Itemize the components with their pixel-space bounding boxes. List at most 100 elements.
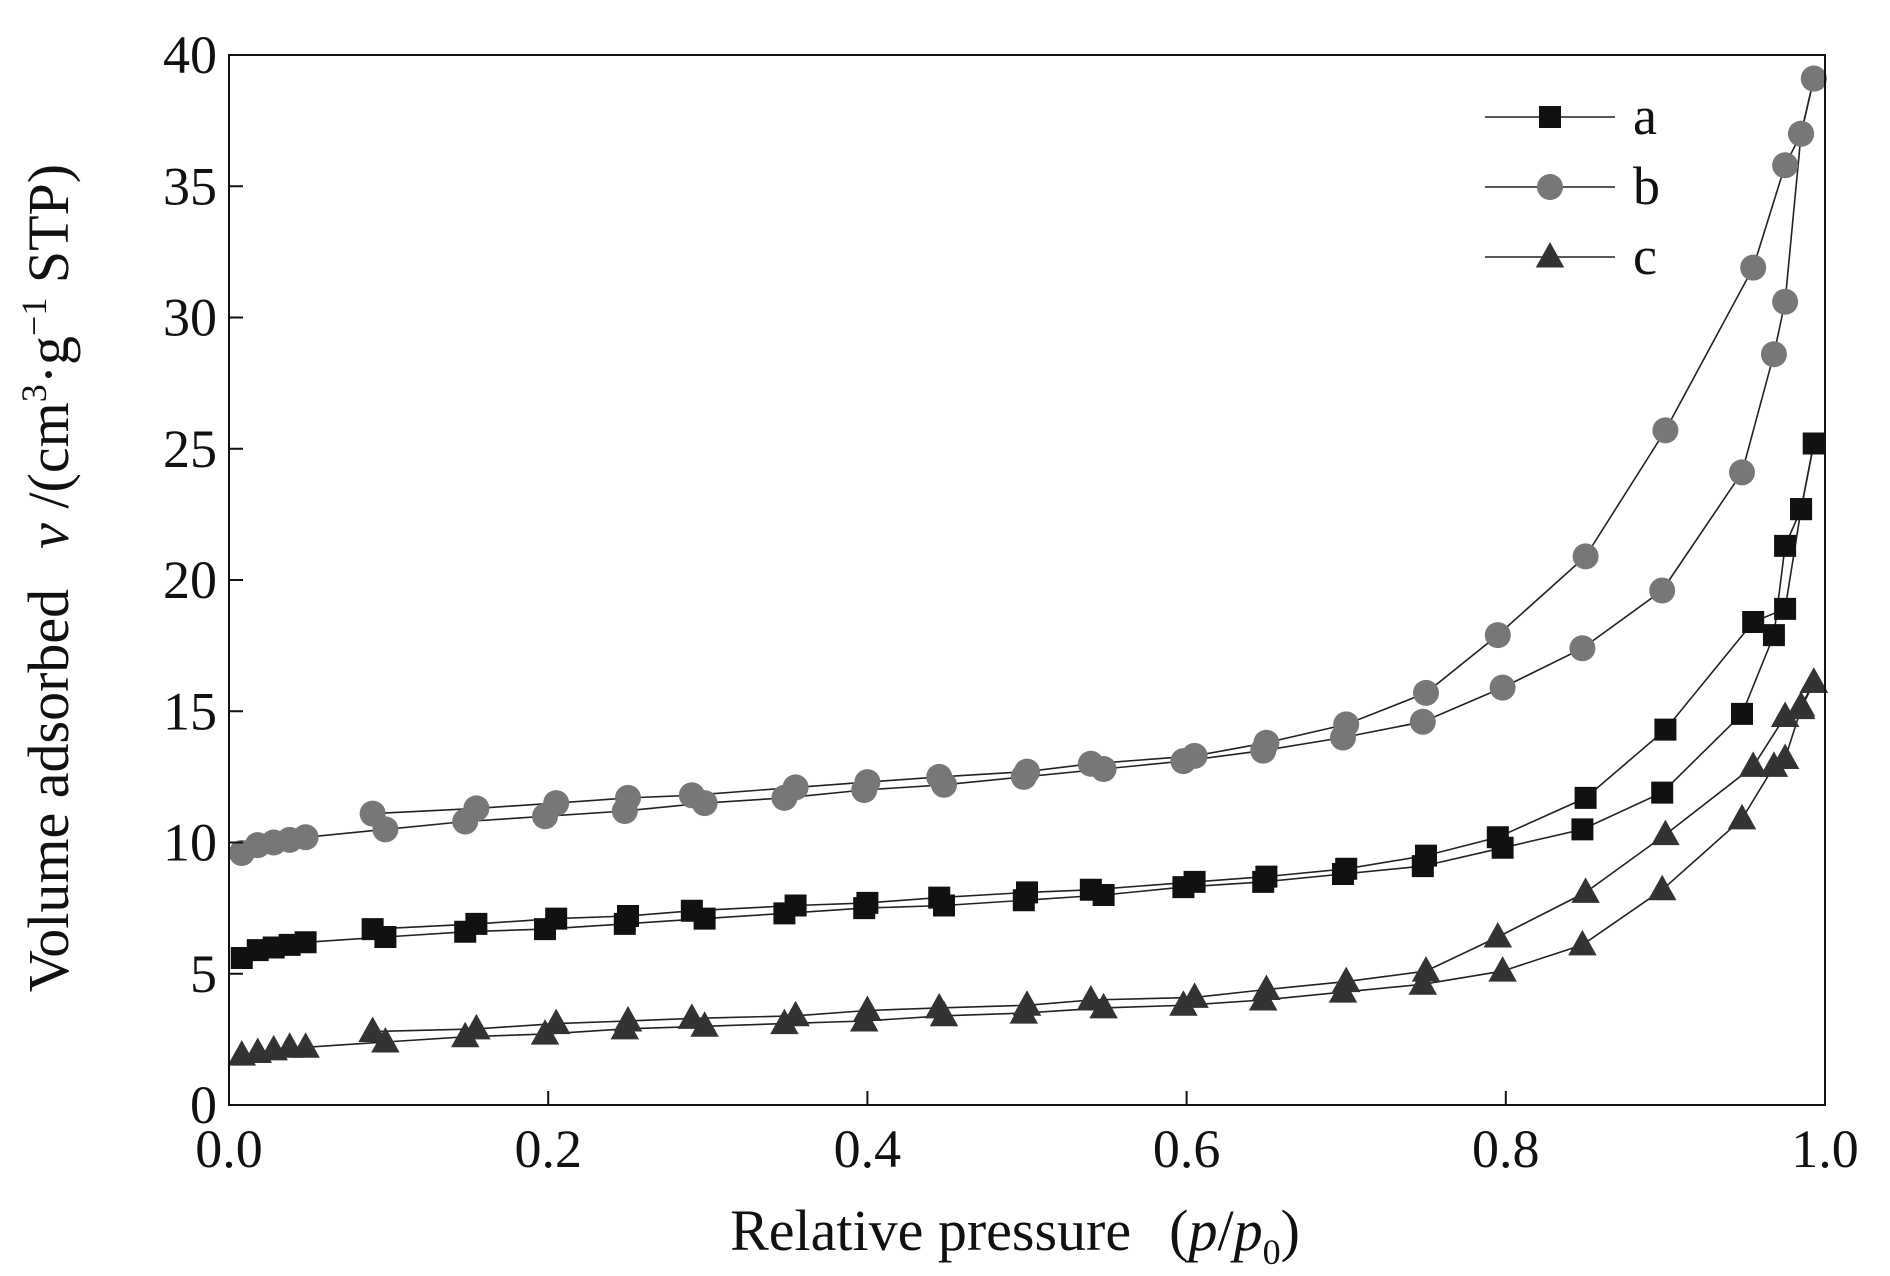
y-tick-label: 35	[163, 156, 217, 216]
series-c-desorption-point	[677, 1003, 707, 1029]
x-tick-label: 0.2	[514, 1119, 582, 1179]
series-a-desorption-point	[1255, 865, 1278, 888]
series-c-desorption-point	[358, 1016, 387, 1042]
series-c-adsorption-point	[1647, 874, 1677, 901]
series-a-desorption-point	[784, 894, 807, 917]
series-a-desorption-point	[1183, 870, 1206, 893]
x-tick-label: 0.0	[195, 1119, 263, 1179]
series-a-adsorption-point	[1774, 534, 1797, 557]
series-b-adsorption-point	[292, 824, 319, 851]
series-a-desorption-point	[545, 907, 568, 930]
series-c-desorption-point	[1252, 974, 1281, 1000]
y-tick-label: 20	[163, 550, 217, 610]
series-c-desorption-point	[1786, 691, 1816, 717]
series-b	[228, 65, 1827, 866]
legend: abc	[1485, 86, 1660, 286]
x-axis-title-p0-subscript: 0	[1263, 1232, 1281, 1272]
series-a-adsorption-point	[1762, 624, 1785, 647]
x-tick-label: 0.6	[1153, 1119, 1221, 1179]
series-a-desorption-point	[1742, 611, 1765, 633]
legend-label-a: a	[1633, 86, 1657, 146]
series-c	[227, 667, 1829, 1066]
series-c-desorption-point	[924, 992, 954, 1019]
series-b-adsorption-point	[1489, 674, 1516, 701]
series-b-desorption-point	[854, 769, 881, 796]
series-b-desorption-point	[1413, 679, 1439, 706]
series-b-desorption-point	[1652, 417, 1679, 444]
y-axis-title-main: Volume adsorbed	[16, 589, 81, 992]
series-b-adsorption-point	[1649, 577, 1676, 604]
series-b-desorption-point	[1772, 152, 1799, 179]
series-b-desorption-point	[1253, 729, 1280, 756]
series-c-desorption-point	[781, 1000, 810, 1027]
series-b-adsorption-point	[1569, 635, 1596, 662]
series-b-adsorption-point	[1760, 341, 1787, 368]
series-c-desorption-point	[1076, 985, 1106, 1011]
series-b-desorption-point	[543, 790, 570, 817]
x-tick-label: 1.0	[1791, 1119, 1859, 1179]
series-b-adsorption-line	[241, 78, 1815, 854]
series-a-desorption-point	[928, 886, 951, 909]
series-b-desorption-point	[1333, 711, 1360, 738]
x-axis-title-open: (	[1169, 1198, 1188, 1263]
series-c-desorption-point	[1483, 922, 1513, 948]
series-c-adsorption-point	[690, 1011, 719, 1037]
x-axis-title-p0: p	[1230, 1198, 1263, 1263]
legend-label-c: c	[1633, 226, 1657, 286]
series-c-adsorption-point	[1568, 929, 1597, 956]
series-b-desorption-point	[782, 774, 809, 801]
series-b-desorption-point	[615, 784, 641, 811]
y-axis-title-unit-open: /(cm	[16, 402, 81, 523]
series-a-desorption-point	[680, 899, 703, 922]
series-a-desorption-point	[1486, 826, 1509, 849]
series-c-adsorption-point	[1727, 803, 1757, 830]
y-axis: 0 5 10 15 20 25 30 35 40	[163, 25, 243, 1135]
x-axis: 0.0 0.2 0.4 0.6 0.8 1.0	[195, 1091, 1859, 1179]
series-b-desorption-point	[1014, 758, 1040, 785]
series-a-desorption-point	[465, 912, 488, 935]
y-axis-title: Volume adsorbed v /(cm3·g−1 STP)	[14, 164, 81, 992]
series-c-desorption-point	[1012, 990, 1042, 1016]
y-axis-title-v: v	[16, 523, 81, 549]
series-a-desorption-point	[1079, 878, 1102, 901]
series-a-desorption-point	[617, 905, 639, 927]
series-c-desorption-point	[1770, 701, 1800, 727]
series-b-desorption-point	[1484, 622, 1511, 649]
series-c-adsorption-point	[1488, 956, 1517, 982]
series-c-adsorption-point	[291, 1032, 320, 1058]
series-b-desorption-point	[1077, 750, 1104, 777]
y-axis-title-mid: ·g	[16, 336, 81, 384]
y-tick-label: 5	[190, 944, 217, 1004]
series-a-adsorption-point	[1571, 818, 1594, 841]
series-a-adsorption-point	[1651, 781, 1674, 804]
series-c-desorption-point	[1651, 819, 1680, 846]
series-a-adsorption-point	[1731, 702, 1754, 725]
x-axis-title-p: p	[1184, 1198, 1217, 1263]
series-c-desorption-point	[1180, 982, 1209, 1008]
x-axis-title-close: )	[1281, 1198, 1300, 1263]
y-tick-label: 0	[190, 1075, 217, 1135]
series-b-desorption-point	[1181, 742, 1208, 769]
series-c-desorption-point	[1738, 751, 1768, 777]
series-b-desorption-point	[1800, 65, 1827, 92]
series-c-adsorption-point	[1770, 743, 1800, 769]
series-c-adsorption-point	[1408, 969, 1438, 995]
series-a-desorption-point	[1790, 498, 1813, 521]
series-c-desorption-line	[372, 682, 1815, 1033]
series-a-desorption-point	[856, 891, 879, 914]
series-a	[230, 432, 1825, 969]
x-axis-title-main: Relative pressure	[730, 1198, 1131, 1263]
series-b-adsorption-point	[1729, 459, 1756, 486]
series-b-desorption-point	[359, 800, 386, 827]
legend-label-b: b	[1633, 156, 1660, 216]
series-b-desorption-point	[463, 795, 490, 822]
series-c-desorption-point	[462, 1013, 491, 1040]
series-c-adsorption-point	[1089, 992, 1118, 1019]
series-c-desorption-point	[1799, 667, 1829, 693]
legend-marker-a	[1539, 106, 1561, 128]
series-b-adsorption-point	[1409, 708, 1436, 735]
series-b-desorption-point	[678, 782, 705, 809]
series-c-desorption-point	[613, 1006, 643, 1032]
x-axis-title-slash: /	[1217, 1198, 1234, 1263]
